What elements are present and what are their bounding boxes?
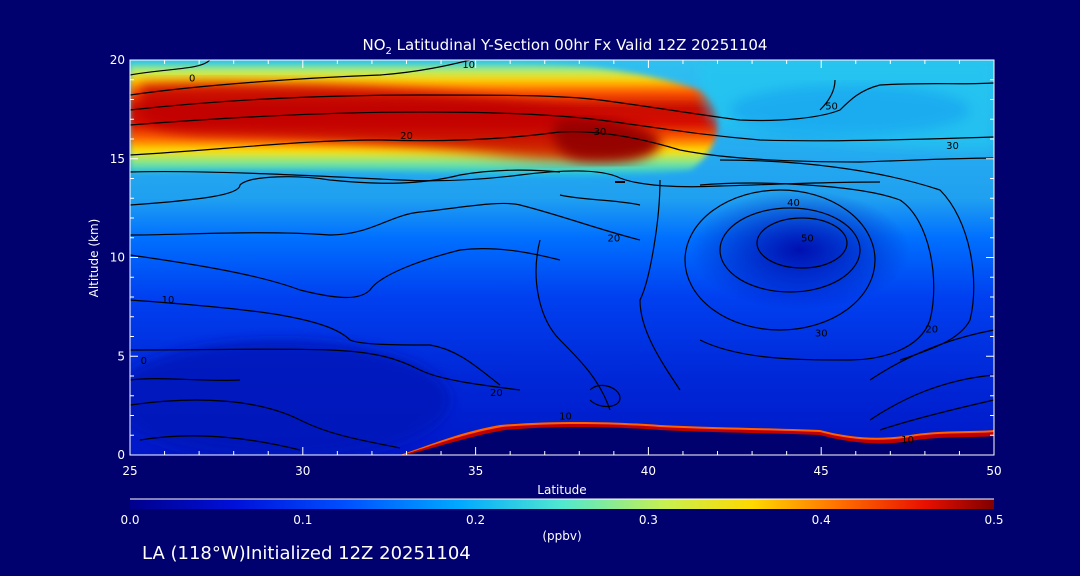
contour-label: 30: [815, 329, 828, 340]
x-tick-label: 25: [122, 464, 137, 478]
contour-label: 30: [594, 127, 607, 138]
chart-title: NO2 Latitudinal Y-Section 00hr Fx Valid …: [363, 36, 768, 57]
contour-label: 10: [162, 295, 175, 306]
contour-label: 20: [607, 234, 620, 245]
colorbar-tick-label: 0.4: [812, 513, 831, 527]
y-tick-label: 5: [117, 349, 125, 363]
y-axis: 0 5 10 15 20: [110, 53, 994, 462]
x-tick-label: 50: [986, 464, 1001, 478]
colorbar-tick-label: 0.1: [293, 513, 312, 527]
x-axis-label: Latitude: [537, 483, 586, 497]
contour-label: 10: [462, 60, 475, 71]
footer-text: LA (118°W)Initialized 12Z 20251104: [142, 543, 471, 564]
contour-label: 20: [490, 388, 503, 399]
heatmap-field: [130, 60, 994, 455]
x-tick-label: 45: [814, 464, 829, 478]
colorbar-ticks: 0.0 0.1 0.2 0.3 0.4 0.5: [120, 513, 1003, 527]
colorbar-tick-label: 0.2: [466, 513, 485, 527]
colorbar-tick-label: 0.3: [639, 513, 658, 527]
contour-label: 20: [925, 325, 938, 336]
colorbar: 0.0 0.1 0.2 0.3 0.4 0.5 (ppbv): [120, 498, 1004, 543]
x-tick-label: 30: [295, 464, 310, 478]
contour-label: 10: [559, 411, 572, 422]
colorbar-tick-label: 0.0: [120, 513, 139, 527]
colorbar-tick-label: 0.5: [984, 513, 1003, 527]
contour-label: 0: [141, 356, 147, 367]
contour-label: 50: [825, 101, 838, 112]
y-tick-label: 15: [110, 152, 125, 166]
y-axis-label: Altitude (km): [87, 219, 101, 298]
colorbar-label: (ppbv): [542, 529, 581, 543]
contour-label: 50: [801, 234, 814, 245]
y-tick-label: 10: [110, 251, 125, 265]
x-tick-label: 40: [641, 464, 656, 478]
y-tick-label: 0: [117, 448, 125, 462]
contour-label: 0: [189, 74, 195, 85]
contour-labels: 0 10 20 30 50 30 40 50 20 10 0 30 20 10 20 10: [141, 60, 959, 446]
contour-lines: [130, 60, 994, 451]
contour-label: 40: [787, 198, 800, 209]
contour-label: 10: [901, 435, 914, 446]
x-axis: 25 30 35 40 45 50: [122, 60, 1002, 478]
contour-label: 30: [946, 141, 959, 152]
x-tick-label: 35: [468, 464, 483, 478]
y-tick-label: 20: [110, 53, 125, 67]
contour-label: 20: [400, 131, 413, 142]
